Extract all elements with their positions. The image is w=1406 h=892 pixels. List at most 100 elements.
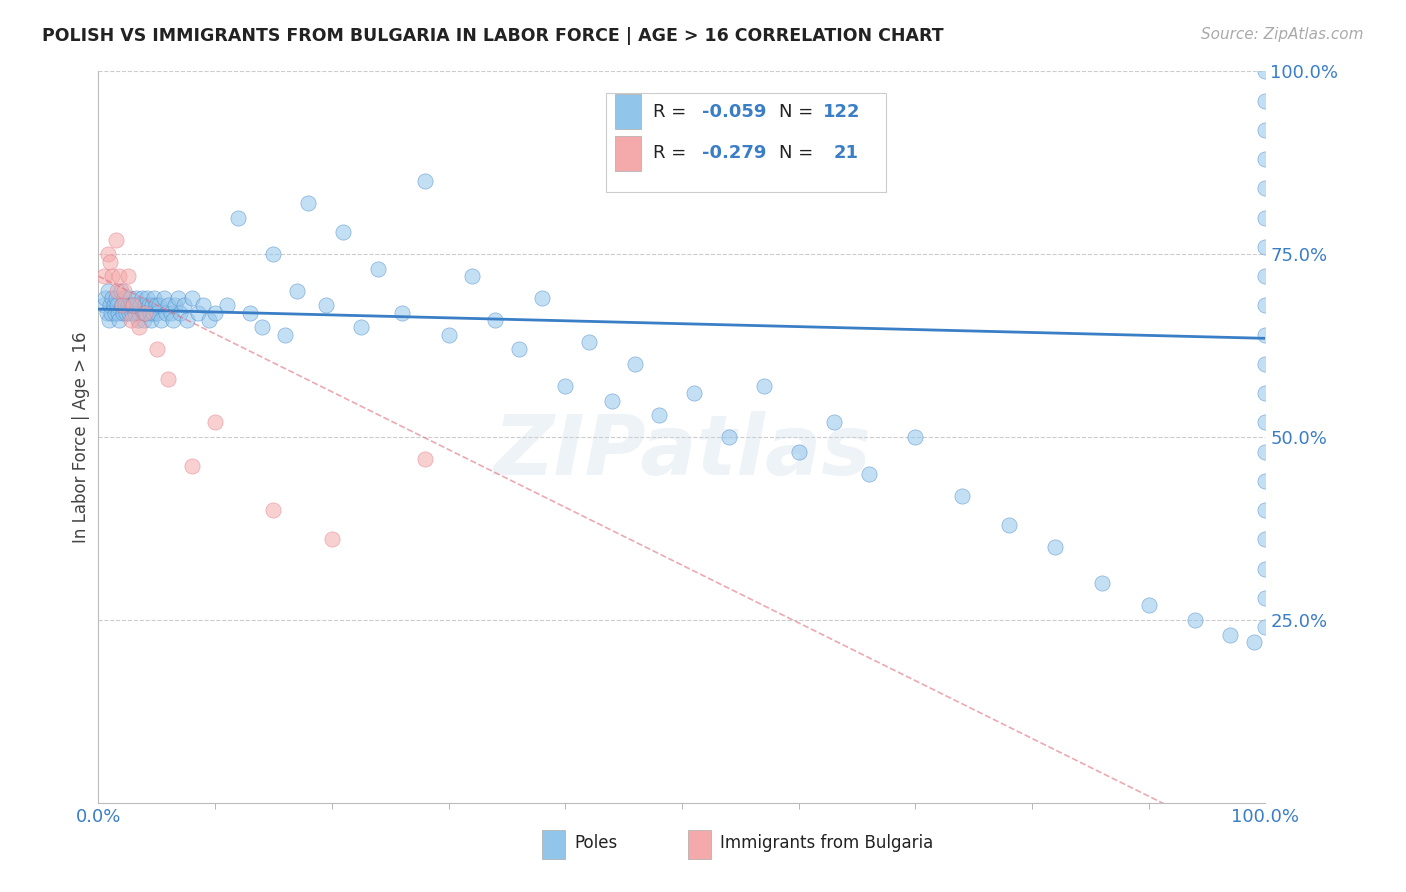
Point bbox=[166, 291, 188, 305]
Y-axis label: In Labor Force | Age > 16: In Labor Force | Age > 16 bbox=[72, 331, 90, 543]
Point bbox=[101, 291, 124, 305]
Point bbox=[124, 306, 146, 320]
Point bbox=[198, 313, 221, 327]
Point bbox=[624, 357, 647, 371]
Point bbox=[162, 313, 184, 327]
Point bbox=[1254, 620, 1277, 634]
Point bbox=[1184, 613, 1206, 627]
Point bbox=[250, 320, 273, 334]
Point bbox=[98, 254, 121, 268]
Point bbox=[97, 247, 120, 261]
Point bbox=[1254, 416, 1277, 430]
Point bbox=[1254, 357, 1277, 371]
Point bbox=[111, 298, 134, 312]
Point bbox=[1243, 635, 1265, 649]
Point bbox=[193, 298, 215, 312]
Point bbox=[858, 467, 880, 481]
Point bbox=[112, 284, 135, 298]
Point bbox=[103, 298, 125, 312]
Point bbox=[93, 269, 115, 284]
Point bbox=[1254, 503, 1277, 517]
Point bbox=[105, 284, 128, 298]
Point bbox=[101, 269, 124, 284]
Point bbox=[1254, 181, 1277, 195]
Point bbox=[262, 503, 284, 517]
Point bbox=[823, 416, 845, 430]
FancyBboxPatch shape bbox=[541, 830, 565, 859]
Text: N =: N = bbox=[779, 103, 813, 120]
Point bbox=[131, 291, 153, 305]
Point bbox=[413, 174, 436, 188]
Point bbox=[132, 306, 155, 320]
Point bbox=[138, 298, 160, 312]
Point bbox=[141, 298, 163, 312]
Point bbox=[125, 291, 148, 305]
Point bbox=[118, 291, 141, 305]
Text: -0.059: -0.059 bbox=[702, 103, 766, 120]
Point bbox=[437, 327, 460, 342]
Point bbox=[285, 284, 308, 298]
Point bbox=[413, 452, 436, 467]
Point bbox=[332, 225, 354, 239]
Point bbox=[120, 313, 142, 327]
Point bbox=[107, 306, 129, 320]
Point bbox=[128, 320, 150, 334]
Point bbox=[274, 327, 297, 342]
Point bbox=[157, 298, 180, 312]
Point bbox=[97, 284, 120, 298]
Point bbox=[1219, 627, 1241, 641]
FancyBboxPatch shape bbox=[606, 94, 886, 192]
Point bbox=[1091, 576, 1114, 591]
Point bbox=[105, 298, 128, 312]
Point bbox=[129, 298, 152, 312]
Point bbox=[111, 306, 134, 320]
Point bbox=[111, 298, 134, 312]
Point bbox=[134, 306, 156, 320]
Point bbox=[146, 306, 169, 320]
Point bbox=[98, 298, 121, 312]
Point bbox=[1254, 474, 1277, 488]
Point bbox=[1254, 444, 1277, 458]
Text: N =: N = bbox=[779, 145, 813, 162]
Point bbox=[128, 306, 150, 320]
Point bbox=[1254, 269, 1277, 284]
Point bbox=[315, 298, 337, 312]
Point bbox=[112, 291, 135, 305]
Point bbox=[180, 291, 202, 305]
Point bbox=[104, 233, 127, 247]
Point bbox=[104, 291, 127, 305]
Point bbox=[136, 291, 159, 305]
Text: Immigrants from Bulgaria: Immigrants from Bulgaria bbox=[720, 834, 934, 852]
Point bbox=[120, 298, 142, 312]
Point bbox=[135, 306, 157, 320]
Point bbox=[117, 269, 139, 284]
Point bbox=[752, 379, 775, 393]
Point bbox=[176, 313, 198, 327]
Point bbox=[1254, 298, 1277, 312]
Point bbox=[108, 269, 131, 284]
Point bbox=[165, 298, 187, 312]
Point bbox=[139, 313, 162, 327]
Point bbox=[1254, 94, 1277, 108]
Point bbox=[117, 298, 139, 312]
Text: R =: R = bbox=[652, 103, 692, 120]
Point bbox=[155, 306, 177, 320]
Point bbox=[173, 298, 195, 312]
Point bbox=[93, 298, 115, 312]
Point bbox=[204, 306, 226, 320]
Point bbox=[180, 459, 202, 474]
Point bbox=[578, 334, 600, 349]
Point bbox=[997, 517, 1019, 532]
Point bbox=[682, 386, 704, 401]
Point bbox=[239, 306, 262, 320]
Point bbox=[600, 393, 623, 408]
Point bbox=[950, 489, 973, 503]
Point bbox=[1254, 211, 1277, 225]
Point bbox=[127, 313, 149, 327]
Point bbox=[215, 298, 238, 312]
Point bbox=[169, 306, 191, 320]
FancyBboxPatch shape bbox=[688, 830, 711, 859]
Point bbox=[484, 313, 506, 327]
Point bbox=[134, 298, 156, 312]
Point bbox=[94, 291, 117, 305]
